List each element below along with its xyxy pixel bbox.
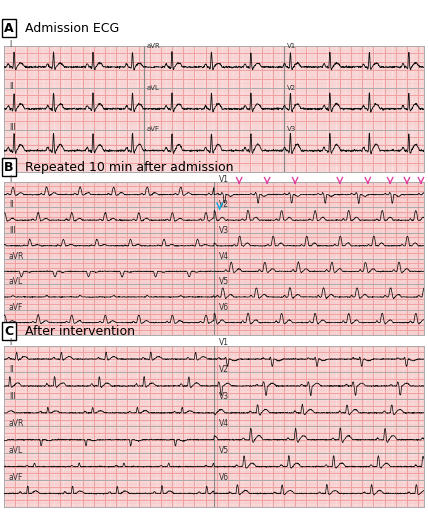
Text: aVF: aVF	[147, 126, 160, 132]
Text: V4: V4	[218, 252, 229, 261]
Text: V2: V2	[218, 365, 229, 374]
Text: aVR: aVR	[147, 42, 160, 49]
Text: V5: V5	[218, 446, 229, 455]
Text: V3: V3	[218, 226, 229, 235]
Text: V1: V1	[287, 42, 296, 49]
Text: V6: V6	[218, 473, 229, 482]
Text: V2: V2	[218, 201, 229, 209]
Text: II: II	[9, 201, 13, 209]
Text: Admission ECG: Admission ECG	[25, 22, 119, 35]
Text: aVR: aVR	[9, 252, 24, 261]
Text: C: C	[4, 325, 13, 338]
Text: aVL: aVL	[9, 446, 23, 455]
Text: I: I	[9, 175, 11, 184]
Text: III: III	[9, 392, 15, 401]
Text: Repeated 10 min after admission: Repeated 10 min after admission	[25, 161, 234, 174]
Text: aVL: aVL	[9, 278, 23, 286]
Text: aVL: aVL	[147, 84, 160, 91]
Text: A: A	[4, 22, 14, 35]
Text: aVF: aVF	[9, 473, 23, 482]
Text: II: II	[9, 81, 13, 91]
Text: I: I	[9, 40, 11, 49]
Text: aVR: aVR	[9, 419, 24, 428]
Text: V2: V2	[287, 84, 296, 91]
Text: V1: V1	[218, 175, 229, 184]
Text: V3: V3	[218, 392, 229, 401]
Text: V6: V6	[218, 303, 229, 312]
Text: V4: V4	[218, 419, 229, 428]
Text: I: I	[9, 338, 11, 347]
Text: After intervention: After intervention	[25, 325, 135, 338]
Text: II: II	[9, 365, 13, 374]
Text: V3: V3	[287, 126, 296, 132]
Text: B: B	[4, 161, 14, 174]
Text: V5: V5	[218, 278, 229, 286]
Text: V1: V1	[218, 338, 229, 347]
Text: III: III	[9, 226, 15, 235]
Text: III: III	[9, 123, 15, 132]
Text: aVF: aVF	[9, 303, 23, 312]
